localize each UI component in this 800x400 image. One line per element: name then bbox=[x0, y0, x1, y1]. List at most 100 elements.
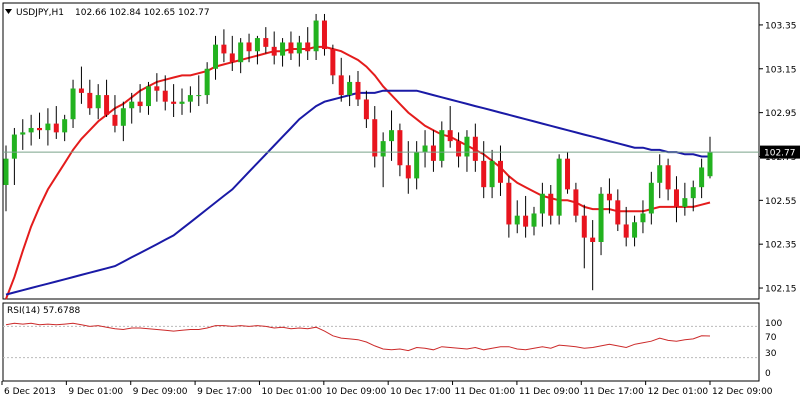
candle-body bbox=[28, 127, 34, 133]
candle-body bbox=[305, 42, 311, 52]
candle-body bbox=[690, 187, 696, 199]
candle bbox=[615, 189, 621, 232]
candle bbox=[464, 130, 470, 172]
candle-body bbox=[179, 101, 185, 104]
candle bbox=[120, 101, 126, 142]
candle-body bbox=[221, 44, 227, 54]
candle bbox=[263, 27, 269, 54]
candle bbox=[380, 132, 386, 188]
candle-body bbox=[246, 42, 252, 52]
candle-body bbox=[3, 158, 9, 185]
candle bbox=[137, 84, 143, 113]
candle bbox=[280, 38, 286, 67]
rsi-tick-label: 0 bbox=[765, 369, 771, 379]
candle-body bbox=[204, 68, 210, 96]
candle bbox=[523, 195, 529, 238]
candle bbox=[213, 35, 219, 80]
candle-body bbox=[456, 141, 462, 157]
candle bbox=[305, 27, 311, 61]
candle bbox=[238, 38, 244, 74]
candle-body bbox=[447, 130, 453, 142]
candle bbox=[187, 86, 193, 113]
candle bbox=[657, 154, 663, 199]
price-panel: USDJPY,H1 102.66 102.84 102.65 102.77 bbox=[2, 2, 760, 300]
candle-body bbox=[430, 145, 436, 161]
rsi-tick-label: 70 bbox=[765, 333, 777, 343]
candle bbox=[347, 75, 353, 107]
candle bbox=[20, 119, 26, 150]
candle bbox=[363, 90, 369, 128]
candle bbox=[573, 182, 579, 223]
dropdown-triangle-icon[interactable] bbox=[5, 9, 12, 14]
candle-body bbox=[531, 213, 537, 227]
candle bbox=[78, 66, 84, 104]
candle bbox=[37, 112, 43, 139]
candle-body bbox=[162, 90, 168, 102]
rsi-tick-label: 100 bbox=[765, 319, 782, 329]
candle-body bbox=[53, 123, 59, 133]
ohlc-values: 102.66 102.84 102.65 102.77 bbox=[75, 8, 210, 18]
candle-body bbox=[489, 160, 495, 188]
candle bbox=[296, 35, 302, 67]
candle-body bbox=[573, 189, 579, 216]
candle-body bbox=[347, 81, 353, 96]
candle-body bbox=[481, 160, 487, 188]
price-tick-label: 103.35 bbox=[765, 21, 797, 31]
candle-body bbox=[238, 42, 244, 63]
candle-body bbox=[497, 160, 503, 183]
candle-body bbox=[397, 130, 403, 166]
symbol-label: USDJPY,H1 bbox=[16, 8, 64, 18]
candle bbox=[53, 106, 59, 139]
candle-body bbox=[45, 123, 51, 131]
candle bbox=[414, 141, 420, 190]
candle-body bbox=[372, 119, 378, 157]
time-tick-label: 11 Dec 01:00 bbox=[455, 387, 516, 397]
price-tick-label: 102.35 bbox=[765, 241, 797, 251]
candle bbox=[456, 132, 462, 168]
candle-body bbox=[78, 88, 84, 93]
candle bbox=[548, 184, 554, 225]
candle-body bbox=[707, 152, 713, 177]
candle bbox=[372, 106, 378, 168]
candle-body bbox=[506, 182, 512, 225]
candle bbox=[556, 154, 562, 225]
candle bbox=[204, 62, 210, 104]
candle-body bbox=[422, 145, 428, 153]
candle bbox=[129, 92, 135, 124]
candle bbox=[439, 121, 445, 168]
candle bbox=[481, 141, 487, 199]
candle bbox=[699, 158, 705, 199]
price-tick-label: 103.15 bbox=[765, 65, 797, 75]
candle bbox=[112, 95, 118, 133]
candle bbox=[179, 88, 185, 115]
time-tick-label: 9 Dec 17:00 bbox=[197, 387, 252, 397]
candle-body bbox=[632, 222, 638, 238]
candle bbox=[171, 84, 177, 118]
candle-body bbox=[70, 88, 76, 120]
candle-body bbox=[581, 215, 587, 238]
candle bbox=[95, 84, 101, 120]
candle bbox=[623, 206, 629, 247]
candle bbox=[707, 136, 713, 179]
candle bbox=[62, 114, 68, 142]
candle bbox=[565, 152, 571, 194]
time-tick-label: 9 Dec 01:00 bbox=[68, 387, 123, 397]
candle-body bbox=[673, 189, 679, 207]
candle bbox=[254, 35, 260, 65]
candle-body bbox=[665, 165, 671, 190]
candle-body bbox=[548, 193, 554, 216]
candle bbox=[3, 145, 9, 212]
candle-body bbox=[129, 101, 135, 109]
candle-body bbox=[472, 136, 478, 161]
rsi-label: RSI(14) 57.6788 bbox=[7, 306, 80, 316]
candle-body bbox=[606, 193, 612, 201]
candle bbox=[590, 220, 596, 291]
candlesticks bbox=[3, 13, 713, 291]
candle bbox=[539, 182, 545, 227]
candle-body bbox=[598, 193, 604, 242]
candle bbox=[162, 75, 168, 111]
time-tick-label: 11 Dec 09:00 bbox=[519, 387, 580, 397]
candle bbox=[338, 57, 344, 102]
candle-body bbox=[11, 134, 17, 159]
candle bbox=[665, 158, 671, 201]
